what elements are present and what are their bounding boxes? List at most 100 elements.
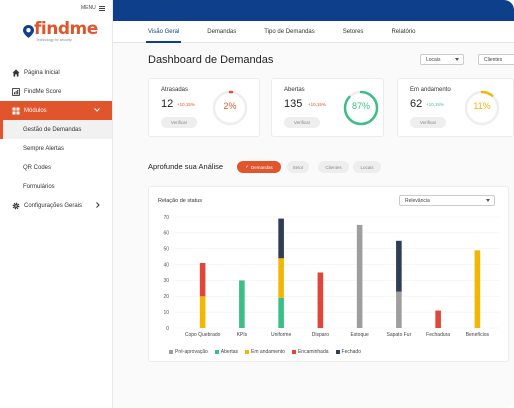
progress-ring <box>464 90 500 126</box>
verify-button[interactable]: Verificar <box>284 117 320 128</box>
menu-toggle[interactable]: MENU <box>81 5 105 11</box>
modules-icon <box>12 107 20 115</box>
chevron-right-icon <box>96 201 100 210</box>
bar-segment <box>199 262 206 297</box>
sidebar-item-score[interactable]: FindMe Score <box>0 82 112 101</box>
clientes-select-value: Clientes <box>484 56 503 63</box>
bar-segment <box>474 250 481 328</box>
card-delta: +10,15% <box>308 102 326 107</box>
sidebar-item-label: FindMe Score <box>24 88 62 95</box>
sidebar: MENU findme Technology for security Pági… <box>0 0 113 408</box>
locais-select[interactable]: Locais <box>420 54 464 65</box>
bar-segment <box>317 272 324 328</box>
y-tick-label: 0 <box>166 326 169 332</box>
y-tick-label: 50 <box>163 247 169 253</box>
legend-swatch <box>214 350 219 354</box>
logo-tagline: Technology for security <box>36 38 72 42</box>
chip-demandas[interactable]: ✓ Demandas <box>237 161 281 173</box>
bar-segment <box>239 280 245 328</box>
chip-setor[interactable]: Setor <box>287 161 309 173</box>
card-title: Em andamento <box>410 87 451 93</box>
verify-button[interactable]: Verificar <box>161 117 197 128</box>
chip-label: Demandas <box>251 164 273 170</box>
tab-bar: Visão Geral Demandas Tipo de Demandas Se… <box>113 21 514 43</box>
home-icon <box>12 69 20 77</box>
card-atrasadas: Atrasadas 12 +10,15% Verificar 2% <box>148 78 260 137</box>
main-content: Dashboard de Demandas Locais Clientes At… <box>113 43 514 408</box>
sidebar-item-settings[interactable]: Configurações Gerais <box>0 196 112 215</box>
bar-segment <box>356 224 363 328</box>
chevron-down-icon <box>455 58 459 61</box>
card-title: Atrasadas <box>161 87 189 93</box>
y-tick-label: 40 <box>163 262 169 268</box>
progress-percent: 87% <box>351 101 370 111</box>
tab-tipo-demandas[interactable]: Tipo de Demandas <box>264 28 315 35</box>
tab-visao-geral[interactable]: Visão Geral <box>145 21 182 43</box>
card-value: 12 <box>161 98 174 110</box>
locais-select-value: Locais <box>426 56 441 63</box>
x-tick-label: Estoque <box>350 332 369 338</box>
sidebar-subitem-qrcodes[interactable]: QR Codes <box>23 164 52 171</box>
chip-clientes[interactable]: Clientes <box>318 161 349 173</box>
chart-title: Relação de status <box>158 198 203 204</box>
stacked-bar-chart: 0 10 20 30 40 50 60 70 Copo Quebrado KPIs Uniforme… <box>163 215 499 338</box>
sidebar-item-modules[interactable]: Módulos <box>0 101 112 120</box>
page-title: Dashboard de Demandas <box>148 54 274 66</box>
card-em-andamento: Em andamento 62 +10,15% Verificar 11% <box>397 78 514 137</box>
verify-button[interactable]: Verificar <box>410 117 446 128</box>
sidebar-item-label: Configurações Gerais <box>24 202 83 209</box>
progress-percent: 2% <box>223 101 237 111</box>
legend-item: Encaminhada <box>291 349 329 355</box>
y-tick-label: 30 <box>163 278 169 284</box>
x-tick-label: Sapato Fur <box>387 332 412 338</box>
logo-text: findme <box>34 19 98 39</box>
legend-swatch <box>245 350 250 354</box>
card-delta: +10,15% <box>177 102 195 107</box>
location-pin-icon <box>23 25 34 38</box>
y-tick-label: 20 <box>163 294 169 300</box>
tab-demandas[interactable]: Demandas <box>207 28 237 35</box>
x-tick-label: Disparo <box>312 332 329 338</box>
sidebar-item-label: Módulos <box>24 107 47 114</box>
x-tick-label: KPIs <box>237 332 248 338</box>
tab-setores[interactable]: Setores <box>342 28 364 35</box>
top-bar <box>113 0 514 21</box>
relevancia-select-value: Relevância <box>405 197 430 204</box>
legend-item: Fechado <box>335 349 361 355</box>
clientes-select[interactable]: Clientes <box>478 54 514 65</box>
check-icon: ✓ <box>245 164 249 169</box>
sidebar-subitem-formularios[interactable]: Formulários <box>23 183 55 190</box>
tab-relatorio[interactable]: Relatório <box>391 28 416 35</box>
sidebar-item-home[interactable]: Página Inicial <box>0 63 112 82</box>
sidebar-subitem-alertas[interactable]: Sempre Alertas <box>23 145 65 152</box>
sidebar-nav: Página Inicial FindMe Score Módulos Gest… <box>0 63 112 215</box>
legend-label: Em andamento <box>251 349 285 355</box>
legend-swatch <box>169 350 173 354</box>
bar-segment <box>396 291 402 328</box>
score-icon <box>12 87 20 96</box>
card-value: 62 <box>410 98 423 110</box>
sidebar-item-label: Página Inicial <box>24 69 60 76</box>
bar-segment <box>278 258 284 298</box>
card-value: 135 <box>284 98 303 110</box>
legend-item: Abertas <box>214 349 239 355</box>
legend-swatch <box>335 350 340 354</box>
legend-label: Abertas <box>220 349 239 355</box>
y-tick-label: 70 <box>163 215 169 221</box>
x-tick-label: Fechadura <box>426 332 450 338</box>
sidebar-subitem-gestao[interactable]: Gestão de Demandas <box>0 120 112 139</box>
legend-label: Encaminhada <box>297 349 329 355</box>
bar-segment <box>278 218 284 259</box>
bar-segment <box>435 310 441 328</box>
section-title: Aprofunde sua Análise <box>148 162 224 171</box>
logo: findme <box>23 21 98 38</box>
chart-legend: Pré-aprovação Abertas Em andamento Encaminh… <box>169 349 368 355</box>
chevron-down-icon <box>486 199 490 202</box>
bar-segment <box>199 296 206 328</box>
card-abertas: Abertas 135 +10,15% Verificar 87% <box>271 78 384 137</box>
chevron-down-icon <box>94 107 100 114</box>
chip-locais[interactable]: Locais <box>353 161 381 173</box>
relevancia-select[interactable]: Relevância <box>399 195 495 206</box>
legend-item: Pré-aprovação <box>169 349 208 355</box>
